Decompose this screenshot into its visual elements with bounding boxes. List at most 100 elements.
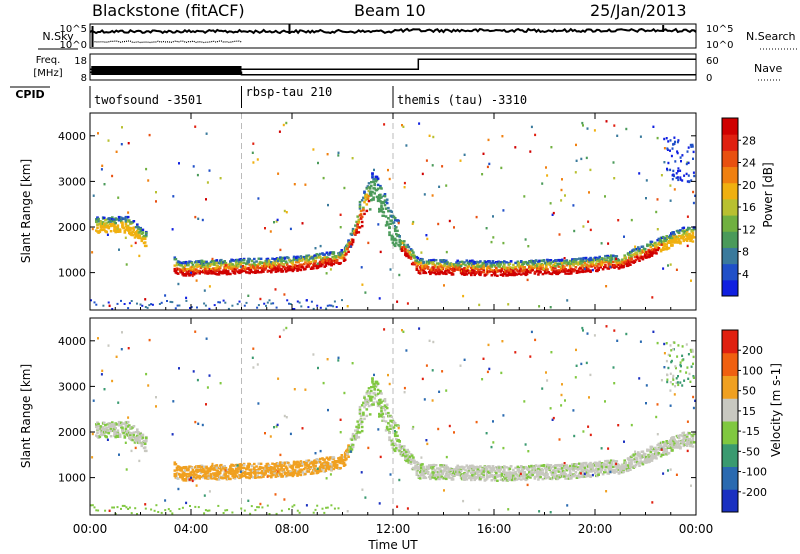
ground-scatter-cell [95,303,98,306]
echo-cell [292,268,296,271]
echo-cell [448,271,451,274]
echo-cell [391,446,395,449]
echo-cell [196,263,199,266]
scatter-cell [478,303,481,307]
echo-cell [382,406,386,409]
echo-cell [574,266,578,269]
echo-cell [249,472,253,475]
echo-cell [359,418,363,421]
scatter-cell [572,204,575,207]
echo-cell [606,256,609,259]
echo-cell [363,406,366,409]
echo-cell [256,269,259,273]
scatter-cell [197,217,200,220]
echo-cell [370,399,373,402]
echo-cell [128,231,131,234]
scatter-cell [655,210,658,214]
echo-cell [677,231,681,234]
echo-cell [605,261,608,264]
echo-cell [350,438,354,441]
echo-cell [121,426,124,429]
echo-cell [173,256,177,259]
echo-cell [497,263,500,266]
echo-cell [118,433,122,436]
echo-cell [517,477,521,481]
echo-cell [600,262,604,266]
scatter-cell [462,294,465,298]
echo-cell [447,473,450,477]
ground-scatter-cell [166,300,168,302]
station-title: Blackstone (fitACF) [92,1,245,20]
echo-cell [470,273,473,277]
echo-cell [373,392,376,395]
echo-cell [175,469,179,472]
echo-cell [220,258,223,262]
echo-cell [495,268,498,271]
echo-cell [239,465,242,469]
echo-cell [220,264,223,267]
echo-cell [355,436,358,439]
echo-cell [578,267,581,271]
scatter-cell [106,233,109,236]
scatter-cell [617,219,620,222]
echo-cell [474,272,478,275]
scatter-cell [694,194,697,197]
echo-cell [608,256,612,260]
echo-cell [434,477,438,481]
echo-cell [512,471,515,474]
scatter-cell [397,221,400,225]
echo-cell [136,223,139,226]
echo-cell [120,424,123,428]
echo-cell [387,223,390,226]
echo-cell [572,469,575,472]
echo-cell [297,256,300,259]
nave-tick-bottom: 0 [706,73,712,84]
echo-cell [192,273,196,276]
echo-cell [391,440,395,444]
echo-cell [339,261,342,265]
echo-cell [192,478,196,481]
echo-cell [173,469,177,472]
echo-cell [253,470,256,474]
echo-cell [648,255,651,258]
far-range-cell [676,151,679,155]
echo-cell [564,477,567,480]
echo-cell [124,424,128,427]
echo-cell [376,183,380,187]
echo-cell [383,195,387,198]
scatter-cell [339,213,342,216]
echo-cell [670,234,673,237]
echo-cell [276,467,280,470]
echo-cell [416,256,420,260]
power-ytick-label: 4000 [58,130,86,143]
echo-cell [431,476,434,479]
echo-cell [395,447,398,450]
nave-line [90,58,696,70]
echo-cell [615,265,619,268]
scatter-cell [274,288,277,291]
echo-cell [635,252,639,255]
echo-cell [279,461,282,465]
echo-cell [623,254,626,257]
echo-cell [389,222,392,225]
echo-cell [221,477,224,480]
echo-cell [200,464,204,467]
echo-cell [358,200,362,204]
echo-cell [359,414,363,418]
scatter-cell [402,125,405,128]
echo-cell [380,196,383,199]
echo-cell [282,263,286,267]
echo-cell [184,479,188,482]
echo-cell [459,264,463,268]
echo-cell [376,195,380,198]
echo-cell [132,425,136,428]
far-range-cell [677,178,680,182]
echo-cell [313,466,316,470]
echo-cell [439,269,442,272]
echo-cell [130,437,133,440]
echo-cell [184,474,188,477]
echo-cell [462,477,465,480]
echo-cell [403,445,406,448]
echo-cell [490,274,494,277]
echo-cell [662,246,665,249]
